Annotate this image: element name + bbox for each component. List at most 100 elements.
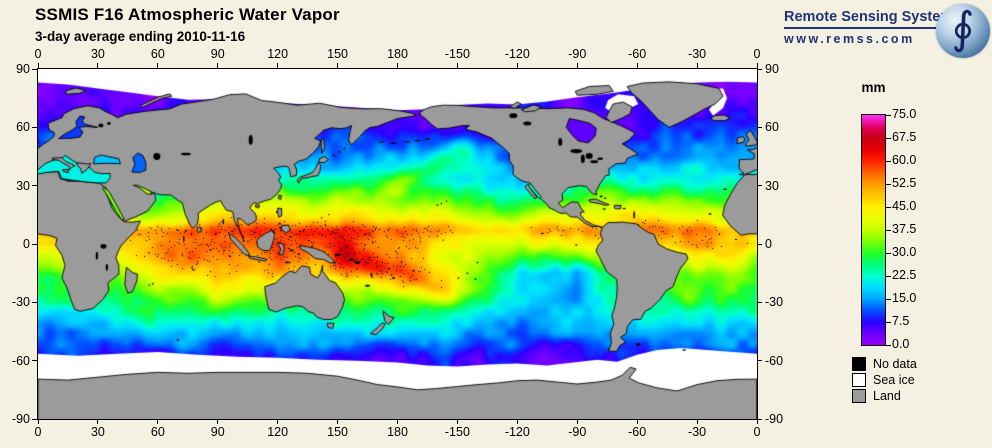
lon-tick <box>576 63 578 68</box>
lon-tick-label: 0 <box>34 425 42 439</box>
lon-tick-label: 30 <box>90 47 105 61</box>
lon-tick <box>397 63 398 68</box>
lat-tick-label: 0 <box>765 237 772 251</box>
lon-tick-label: 180 <box>387 425 408 439</box>
lon-tick <box>516 419 518 424</box>
colorbar-unit-label: mm <box>861 80 886 95</box>
lon-tick-label: -90 <box>568 47 587 61</box>
lon-tick <box>756 419 758 424</box>
lat-tick <box>32 185 37 187</box>
lon-tick <box>217 63 219 68</box>
colorbar-tickmark <box>885 183 891 185</box>
lon-tick <box>516 63 518 68</box>
lon-tick-label: 60 <box>150 425 165 439</box>
lon-tick-label: -30 <box>688 47 707 61</box>
lat-tick <box>757 185 762 187</box>
colorbar-gradient <box>861 114 886 346</box>
colorbar-tickmark <box>885 206 891 208</box>
lon-tick-label: 0 <box>753 47 761 61</box>
lat-tick <box>32 418 37 420</box>
lon-tick-label: 30 <box>90 425 105 439</box>
lat-tick <box>757 301 762 303</box>
colorbar-tick-label: 60.0 <box>892 153 917 167</box>
logo-url-link[interactable]: www.remss.com <box>784 32 915 46</box>
lat-tick-label: 90 <box>16 62 30 76</box>
map-plot-area: 0 0 30 30 60 60 90 90 120 120 150 150 180 180 -150 -150… <box>12 47 783 439</box>
colorbar-tickmark <box>885 298 891 300</box>
title-block: SSMIS F16 Atmospheric Water Vapor 3-day … <box>35 5 340 44</box>
lon-tick <box>456 419 458 424</box>
lon-tick <box>456 63 458 68</box>
lon-tick-label: -150 <box>444 47 470 61</box>
colorbar-tick-label: 0.0 <box>892 337 910 351</box>
lon-tick <box>217 419 219 424</box>
colorbar-tickmark <box>885 344 891 346</box>
earth-globe-icon: ∮ <box>936 3 990 58</box>
logo-name: Remote Sensing Systems <box>784 9 962 25</box>
colorbar-tick-label: 7.5 <box>892 314 910 328</box>
colorbar-tick-label: 22.5 <box>892 268 917 282</box>
colorbar-tick-label: 37.5 <box>892 222 917 236</box>
lon-tick-label: 120 <box>267 425 289 439</box>
lon-tick-label: -150 <box>444 425 470 439</box>
lon-tick <box>636 63 638 68</box>
page-title: SSMIS F16 Atmospheric Water Vapor <box>35 5 340 24</box>
colorbar-tickmark <box>885 137 891 139</box>
legend-label: Land <box>873 389 901 403</box>
colorbar-tick-label: 30.0 <box>892 245 917 259</box>
colorbar-tickmark <box>885 114 891 116</box>
lon-tick <box>636 419 638 424</box>
colorbar-tickmark <box>885 321 891 323</box>
lon-tick-label: -120 <box>504 425 530 439</box>
lat-tick-label: -90 <box>11 412 30 426</box>
legend-item-sea-ice: Sea ice <box>852 372 917 388</box>
lon-tick <box>576 419 578 424</box>
colorbar-tickmark <box>885 229 891 231</box>
lon-tick-label: 150 <box>327 425 348 439</box>
lat-tick-label: 60 <box>16 120 30 135</box>
colorbar-tick-label: 52.5 <box>892 176 917 190</box>
legend-label: Sea ice <box>873 373 915 387</box>
lat-tick <box>757 418 762 420</box>
lon-tick <box>277 419 279 424</box>
lon-tick-label: 180 <box>387 47 408 61</box>
lon-tick-label: -60 <box>628 47 647 61</box>
lon-tick-label: -60 <box>628 425 647 439</box>
lon-tick-label: 0 <box>753 425 761 439</box>
lat-tick <box>32 243 37 245</box>
lon-tick-label: 120 <box>267 47 289 61</box>
lon-tick <box>97 419 99 424</box>
colorbar-tickmark <box>885 160 891 162</box>
lat-tick <box>32 301 37 303</box>
map-legend: No data Sea ice Land <box>852 356 917 404</box>
lat-tick-label: 0 <box>23 237 30 251</box>
lon-tick <box>157 63 159 68</box>
lat-tick-label: -30 <box>11 295 30 310</box>
lat-tick-label: -30 <box>765 295 784 310</box>
lon-tick-label: 90 <box>210 425 225 439</box>
lon-tick <box>97 63 99 68</box>
lon-tick-label: -90 <box>568 425 587 439</box>
colorbar-tick-label: 67.5 <box>892 130 917 144</box>
lon-tick <box>37 63 39 68</box>
colorbar: mm 75.0 67.5 60.0 52.5 45.0 37.5 30.0 22.5 15.0 7… <box>861 80 916 351</box>
lat-tick <box>757 243 762 245</box>
colorbar-tickmark <box>885 252 891 254</box>
page-subtitle: 3-day average ending 2010-11-16 <box>35 29 246 44</box>
lon-tick-label: 150 <box>327 47 348 61</box>
lat-tick-label: -60 <box>765 353 784 368</box>
lon-tick-label: 60 <box>150 47 165 61</box>
lat-tick-label: 90 <box>765 62 779 76</box>
lat-tick <box>757 68 762 70</box>
legend-label: No data <box>873 357 917 371</box>
lat-tick <box>32 68 37 70</box>
legend-item-land: Land <box>852 388 917 404</box>
lon-tick <box>337 63 339 68</box>
lon-tick-label: 90 <box>210 47 225 61</box>
legend-item-no-data: No data <box>852 356 917 372</box>
colorbar-tick-label: 75.0 <box>892 107 917 121</box>
lon-tick <box>277 63 279 68</box>
lon-tick-label: 0 <box>34 47 42 61</box>
legend-swatch-icon <box>852 357 866 371</box>
